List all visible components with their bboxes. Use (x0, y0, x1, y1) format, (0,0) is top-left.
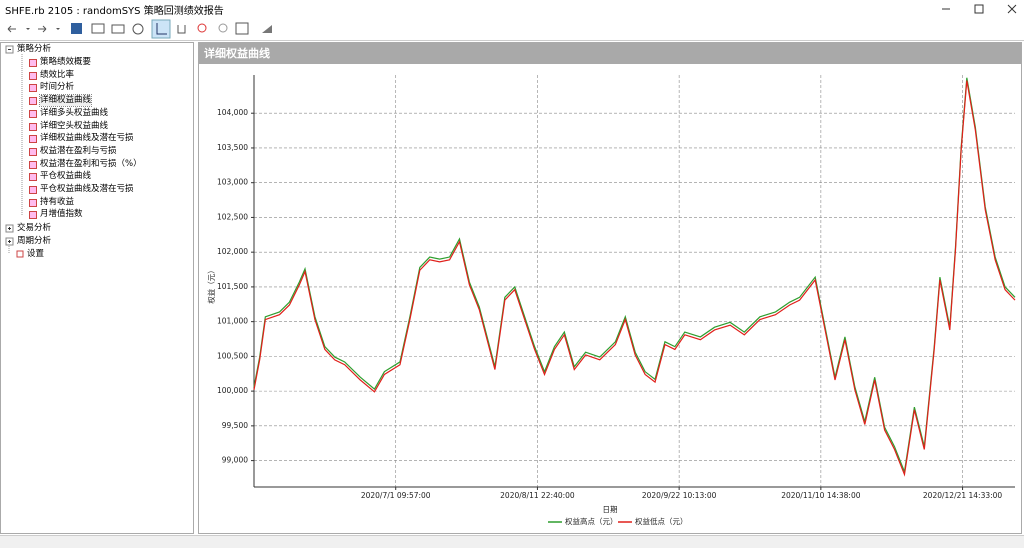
tree-item[interactable]: 周期分析 (17, 236, 52, 246)
y-tick-label: 102,500 (217, 212, 248, 221)
tree-item[interactable]: 绩效比率 (40, 69, 75, 80)
y-tick-label: 102,000 (217, 247, 248, 256)
tree-item[interactable]: 平仓权益曲线及潜在亏损 (40, 184, 134, 194)
tree-icon (29, 147, 37, 156)
tree-item[interactable]: 时间分析 (40, 82, 75, 93)
y-tick-label: 101,500 (217, 282, 248, 291)
tree-item[interactable]: 策略分析 (17, 44, 52, 54)
panel-title: 详细权益曲线 (199, 43, 1021, 64)
tree-icon (29, 160, 37, 169)
tree-item[interactable]: 策略绩效概要 (40, 57, 92, 67)
tree-icon (29, 198, 37, 207)
tree-icon (29, 109, 37, 118)
y-tick-label: 103,500 (217, 143, 248, 152)
tree-item[interactable]: 设置 (27, 249, 45, 259)
legend-label: 权益低点（元） (635, 516, 688, 526)
tree-item[interactable]: 详细权益曲线 (38, 94, 93, 108)
tree-icon (29, 71, 37, 80)
x-tick-label: 2020/7/1 09:57:00 (361, 491, 431, 500)
y-tick-label: 99,500 (222, 421, 248, 430)
tree-item[interactable]: 权益潜在盈利与亏损 (40, 145, 117, 156)
tree-icon (29, 173, 37, 182)
y-tick-label: 104,000 (217, 108, 248, 117)
equity-line (253, 77, 1016, 474)
y-tick-label: 99,000 (222, 456, 248, 465)
y-axis-label: 权益（元） (206, 266, 216, 304)
tree-icon (29, 59, 37, 67)
tree-icon (29, 186, 37, 194)
tree-item[interactable]: 月增值指数 (40, 209, 83, 220)
tree-lines (5, 45, 24, 258)
tree-icon (29, 211, 37, 220)
tree-icon (29, 135, 37, 144)
x-tick-label: 2020/8/11 22:40:00 (500, 491, 575, 500)
tree-icon (29, 84, 37, 93)
window-title: SHFE.rb 2105 : randomSYS 策略回测绩效报告 (5, 6, 224, 17)
legend-label: 权益高点（元） (565, 516, 618, 526)
x-tick-label: 2020/12/21 14:33:00 (923, 491, 1003, 500)
tree-icon (29, 97, 37, 106)
window-controls[interactable] (930, 0, 1024, 18)
equity-line (253, 80, 1016, 477)
y-tick-label: 100,000 (217, 386, 248, 395)
x-axis-label: 日期 (603, 505, 618, 514)
tree-item[interactable]: 详细多头权益曲线 (40, 107, 109, 118)
tree-item[interactable]: 详细权益曲线及潜在亏损 (40, 133, 134, 144)
tree-item[interactable]: 交易分析 (17, 223, 52, 233)
x-tick-label: 2020/9/22 10:13:00 (642, 491, 717, 500)
tree-icon (29, 122, 37, 131)
tree-item[interactable]: 权益潜在盈利和亏损（%） (40, 158, 142, 169)
y-tick-label: 101,000 (217, 317, 248, 326)
tree-panel: 策略分析 策略绩效概要 绩效比率时间分析 详细权益曲线 详细多头权益曲线 详细空头权益曲… (0, 42, 194, 534)
y-tick-label: 103,000 (217, 178, 248, 187)
tree-item[interactable]: 详细空头权益曲线 (40, 120, 109, 131)
y-tick-label: 100,500 (217, 351, 248, 360)
report-panel: 详细权益曲线 (198, 42, 1022, 534)
tree-item[interactable]: 持有收益 (40, 196, 75, 207)
toolbar[interactable] (0, 18, 1024, 40)
x-tick-label: 2020/11/10 14:38:00 (781, 491, 861, 500)
tree-item[interactable]: 平仓权益曲线 (40, 171, 92, 182)
status-bar (0, 535, 1024, 548)
